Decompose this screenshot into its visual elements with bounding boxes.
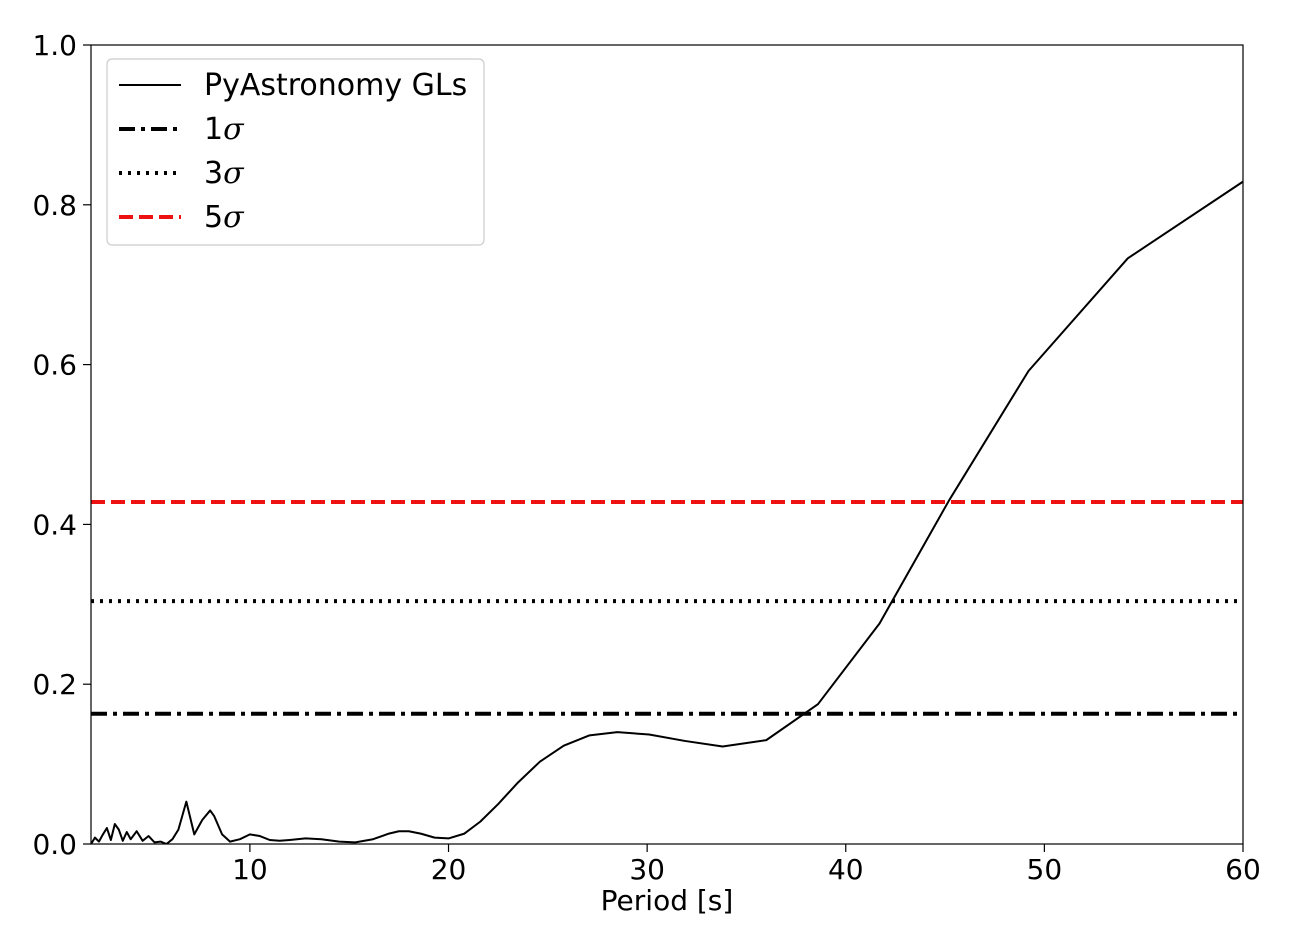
series-line-1 <box>91 180 1243 844</box>
axes: 10 20 30 40 50 60 0.0 0.2 0.4 0.6 0.8 1.0 <box>32 29 1260 886</box>
y-tick-label: 0.0 <box>32 828 77 861</box>
x-tick-label: 60 <box>1225 853 1261 886</box>
axes-frame <box>90 44 1244 845</box>
y-tick-label: 0.2 <box>32 668 77 701</box>
x-tick-label: 40 <box>828 853 864 886</box>
legend-label-1: PyAstronomy GLs <box>204 68 467 103</box>
legend-label-4: 5σ <box>204 200 245 235</box>
y-tick-label: 1.0 <box>32 29 77 62</box>
y-tick-label: 0.6 <box>32 349 77 382</box>
x-tick-label: 30 <box>629 853 665 886</box>
x-tick-label: 10 <box>232 853 268 886</box>
x-axis-label: Period [s] <box>601 884 734 917</box>
plot-clip-group <box>91 180 1243 844</box>
y-tick-label: 0.8 <box>32 189 77 222</box>
legend-label-2: 1σ <box>204 112 245 147</box>
x-tick-label: 50 <box>1027 853 1063 886</box>
x-tick-label: 20 <box>431 853 467 886</box>
legend: PyAstronomy GLs 1σ 3σ 5σ <box>106 58 485 246</box>
y-tick-label: 0.4 <box>32 508 77 541</box>
legend-label-3: 3σ <box>204 156 245 191</box>
plot-area <box>91 180 1243 844</box>
legend-box <box>106 58 485 246</box>
